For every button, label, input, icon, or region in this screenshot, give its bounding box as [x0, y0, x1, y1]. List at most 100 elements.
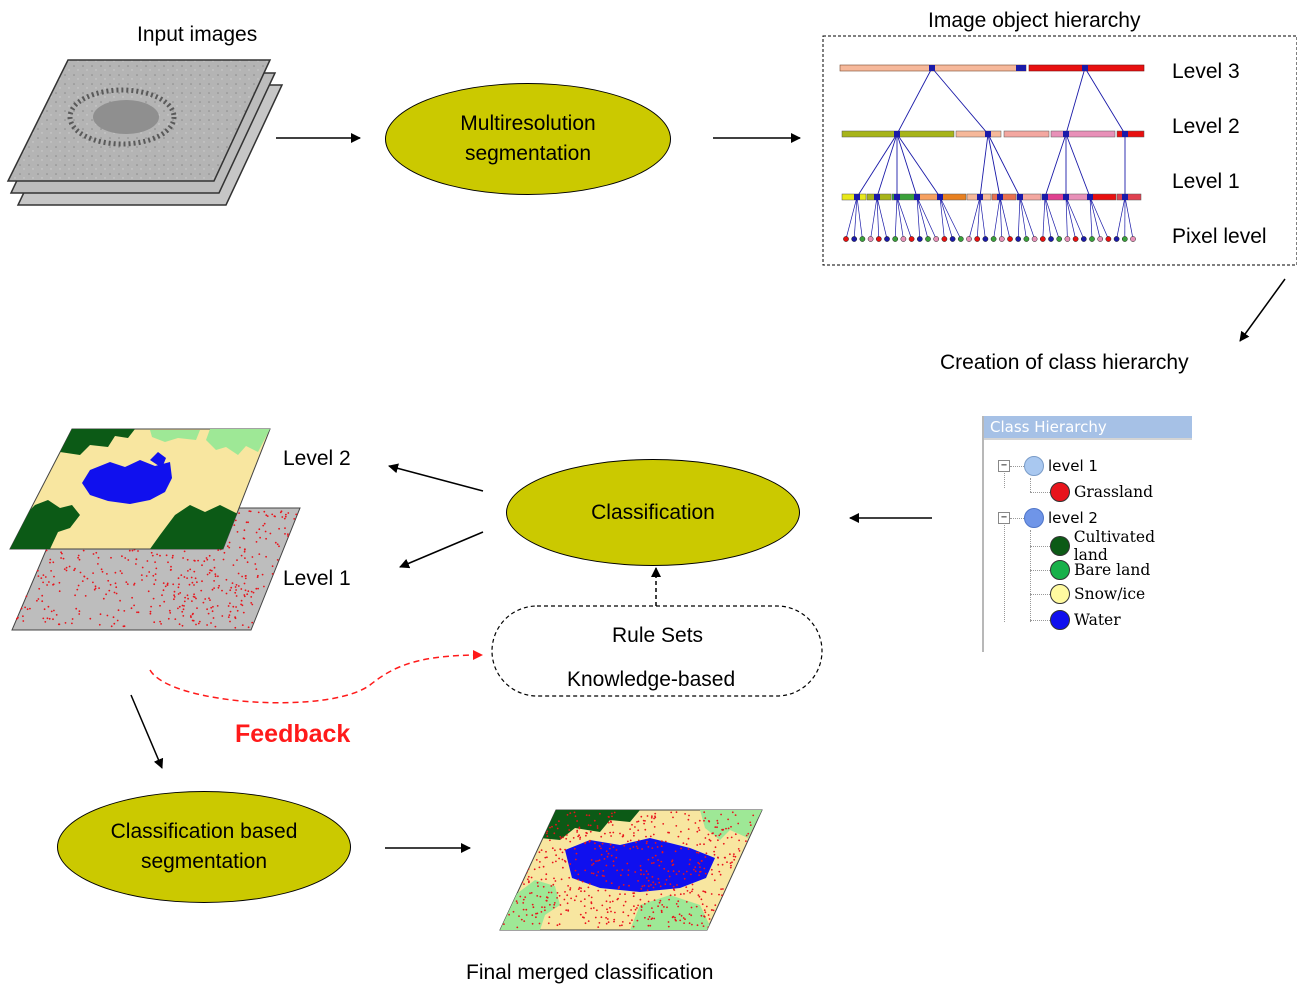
grassland-point — [181, 604, 184, 607]
grassland-point — [227, 605, 230, 607]
grassland-point — [578, 834, 580, 837]
grassland-point — [101, 570, 104, 573]
grassland-point — [716, 819, 719, 822]
grassland-point — [708, 838, 711, 841]
grassland-point — [570, 897, 572, 900]
class-group-level-1[interactable]: level 1 — [1024, 455, 1098, 477]
grassland-point — [29, 607, 31, 610]
class-item-cultivated-land[interactable]: Cultivated land — [1050, 528, 1192, 564]
grassland-point — [674, 918, 677, 921]
pixel-node — [843, 236, 849, 242]
grassland-point — [637, 880, 639, 882]
class-item-water[interactable]: Water — [1050, 609, 1121, 631]
collapse-level1-toggle[interactable]: − — [998, 460, 1010, 472]
grassland-point — [53, 575, 55, 578]
collapse-level2-toggle[interactable]: − — [998, 512, 1010, 524]
grassland-point — [24, 606, 26, 609]
grassland-point — [182, 615, 185, 617]
class-group-level-1-label: level 1 — [1048, 457, 1098, 475]
arrow-maps-to-class-seg — [130, 694, 164, 769]
grassland-point — [555, 860, 557, 863]
grassland-point — [181, 624, 184, 627]
grassland-point — [285, 513, 287, 516]
grassland-point — [605, 922, 608, 925]
grassland-point — [540, 878, 543, 881]
grassland-point — [214, 625, 217, 628]
hierarchy-link — [1017, 196, 1021, 240]
class-item-grassland[interactable]: Grassland — [1050, 481, 1153, 503]
grassland-point — [240, 603, 243, 606]
grassland-point — [717, 839, 719, 842]
grassland-point — [269, 532, 272, 535]
grassland-point — [617, 897, 619, 900]
grassland-point — [252, 591, 255, 594]
pixel-node — [957, 236, 964, 242]
grassland-point — [710, 893, 713, 895]
grassland-point — [619, 832, 621, 835]
class-item-snow-ice[interactable]: Snow/ice — [1050, 583, 1145, 605]
grassland-point — [148, 571, 151, 573]
grassland-point — [577, 888, 580, 890]
grassland-point — [698, 862, 701, 865]
grassland-point — [699, 871, 701, 873]
grassland-class-icon — [1050, 482, 1070, 502]
grassland-point — [734, 814, 737, 816]
class-group-level-2-label: level 2 — [1048, 509, 1098, 527]
class-group-level-2[interactable]: level 2 — [1024, 507, 1098, 529]
grassland-point — [250, 596, 253, 598]
grassland-point — [597, 871, 600, 873]
grassland-point — [41, 600, 44, 603]
grassland-point — [243, 595, 246, 598]
grassland-point — [154, 573, 157, 575]
grassland-point — [587, 886, 590, 889]
grassland-point — [60, 557, 62, 559]
grassland-point — [177, 577, 180, 580]
grassland-point — [730, 864, 732, 867]
level3-node — [1016, 65, 1026, 71]
grassland-point — [130, 607, 133, 610]
pixel-node — [1039, 236, 1046, 242]
grassland-point — [718, 834, 721, 837]
grassland-point — [656, 846, 659, 848]
input-image-stack — [6, 59, 284, 206]
grassland-point — [666, 906, 668, 909]
grassland-point — [620, 874, 622, 877]
grassland-point — [584, 842, 586, 845]
grassland-point — [595, 860, 597, 862]
grassland-point — [61, 552, 63, 555]
grassland-point — [58, 590, 61, 593]
grassland-point — [105, 593, 107, 596]
grassland-point — [574, 858, 577, 861]
grassland-point — [729, 862, 732, 864]
grassland-point — [121, 555, 123, 558]
grassland-point — [590, 872, 593, 874]
grassland-point — [243, 594, 246, 596]
grassland-point — [566, 814, 569, 816]
grassland-point — [555, 854, 557, 857]
grassland-point — [191, 581, 194, 584]
grassland-point — [552, 883, 555, 886]
hierarchy-link — [876, 133, 898, 198]
grassland-point — [646, 815, 649, 817]
class-item-bare-land[interactable]: Bare land — [1050, 559, 1150, 581]
grassland-point — [226, 545, 229, 548]
grassland-point — [183, 605, 185, 607]
grassland-point — [538, 851, 541, 854]
pixel-node — [1080, 236, 1087, 242]
grassland-point — [264, 530, 267, 533]
grassland-point — [102, 597, 105, 600]
grassland-point — [722, 888, 724, 890]
pixel-node — [1031, 236, 1038, 242]
grassland-point — [213, 559, 215, 561]
grassland-point — [611, 900, 614, 903]
final-map — [499, 809, 763, 931]
grassland-point — [284, 527, 286, 529]
grassland-point — [716, 826, 718, 829]
grassland-point — [121, 572, 123, 575]
grassland-point — [730, 825, 732, 828]
grassland-point — [167, 561, 169, 564]
grassland-point — [647, 924, 650, 927]
grassland-point — [122, 625, 125, 628]
class-hierarchy-panel[interactable]: Class Hierarchy − level 1 Grassland − le… — [982, 416, 1192, 652]
class-item-cultivated-land-label: Cultivated land — [1073, 528, 1155, 564]
